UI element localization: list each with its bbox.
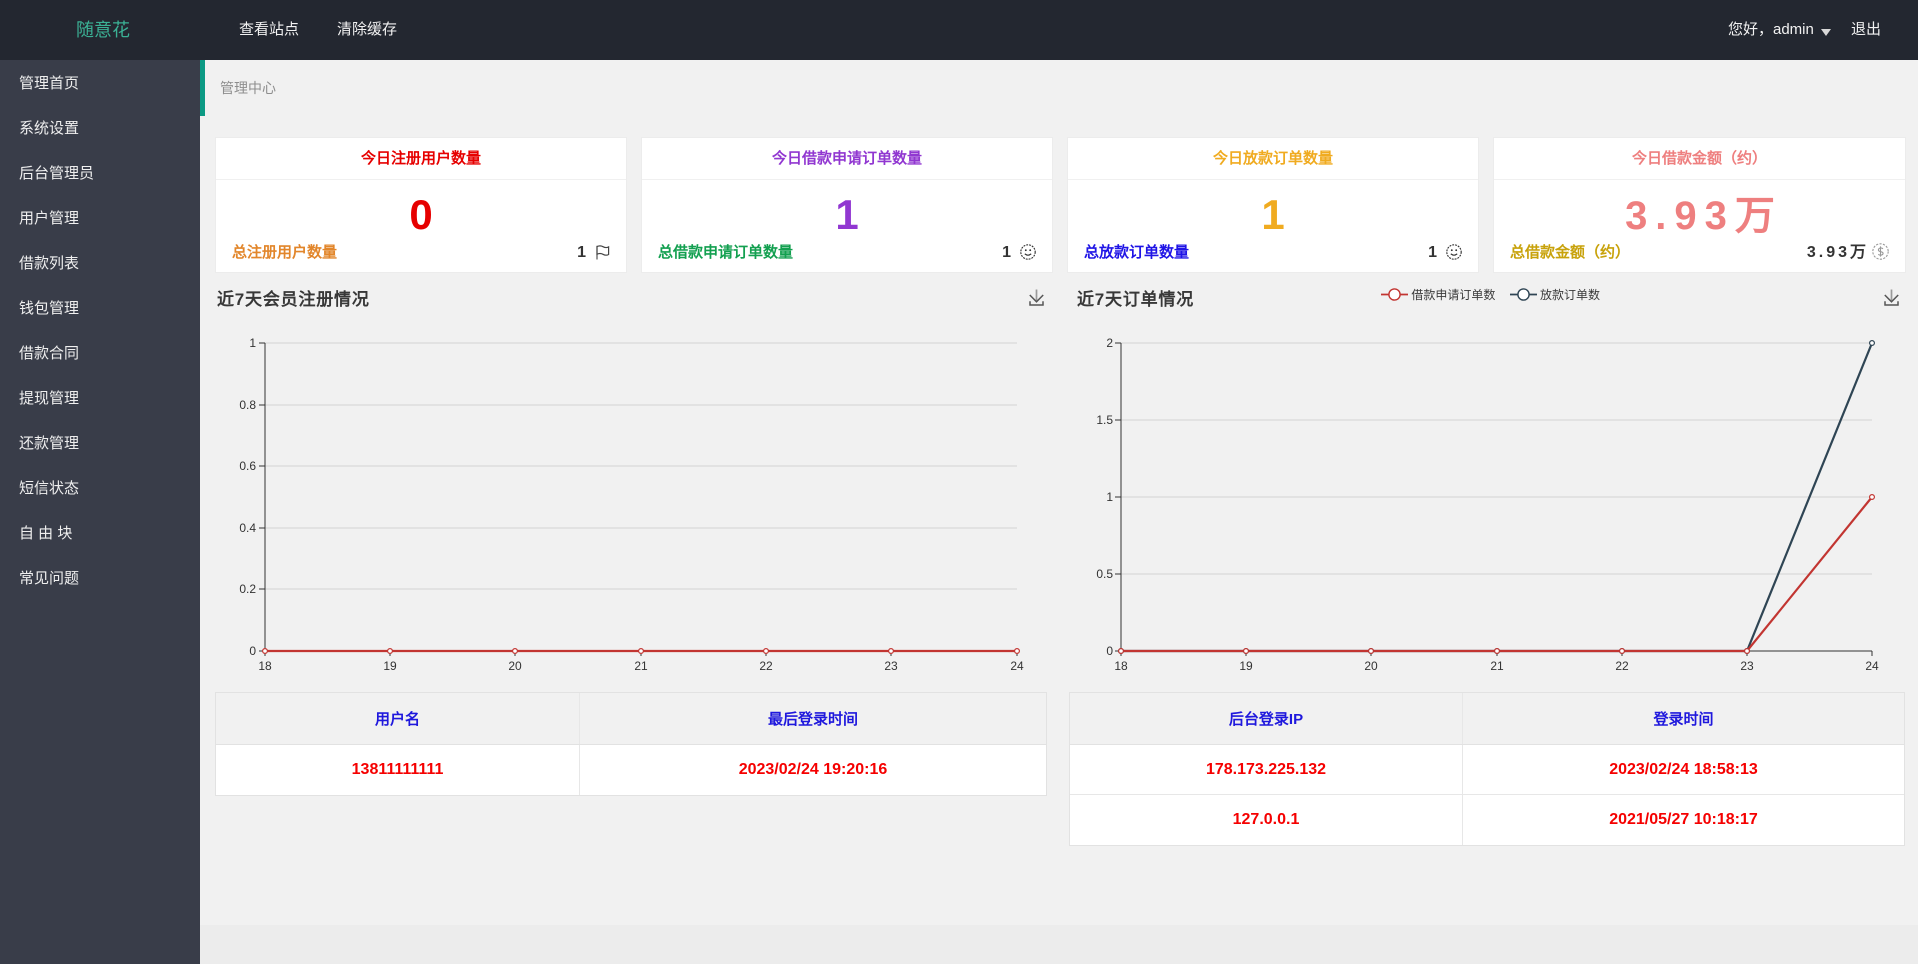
- svg-text:21: 21: [1490, 659, 1504, 673]
- svg-text:0.5: 0.5: [1096, 567, 1113, 581]
- svg-text:23: 23: [884, 659, 898, 673]
- svg-text:1: 1: [1106, 490, 1113, 504]
- svg-text:24: 24: [1865, 659, 1879, 673]
- svg-text:0.4: 0.4: [239, 521, 256, 535]
- svg-text:0.6: 0.6: [239, 459, 256, 473]
- svg-text:0.2: 0.2: [239, 582, 256, 596]
- svg-text:0.8: 0.8: [239, 398, 256, 412]
- svg-text:20: 20: [508, 659, 522, 673]
- svg-text:22: 22: [759, 659, 773, 673]
- svg-text:19: 19: [383, 659, 397, 673]
- svg-text:0: 0: [249, 644, 256, 658]
- svg-text:18: 18: [258, 659, 272, 673]
- svg-text:20: 20: [1364, 659, 1378, 673]
- svg-text:24: 24: [1010, 659, 1024, 673]
- svg-text:23: 23: [1740, 659, 1754, 673]
- svg-text:22: 22: [1615, 659, 1629, 673]
- svg-text:1.5: 1.5: [1096, 413, 1113, 427]
- svg-text:18: 18: [1114, 659, 1128, 673]
- svg-text:2: 2: [1106, 336, 1113, 350]
- svg-text:19: 19: [1239, 659, 1253, 673]
- svg-text:21: 21: [634, 659, 648, 673]
- svg-text:0: 0: [1106, 644, 1113, 658]
- svg-text:1: 1: [249, 336, 256, 350]
